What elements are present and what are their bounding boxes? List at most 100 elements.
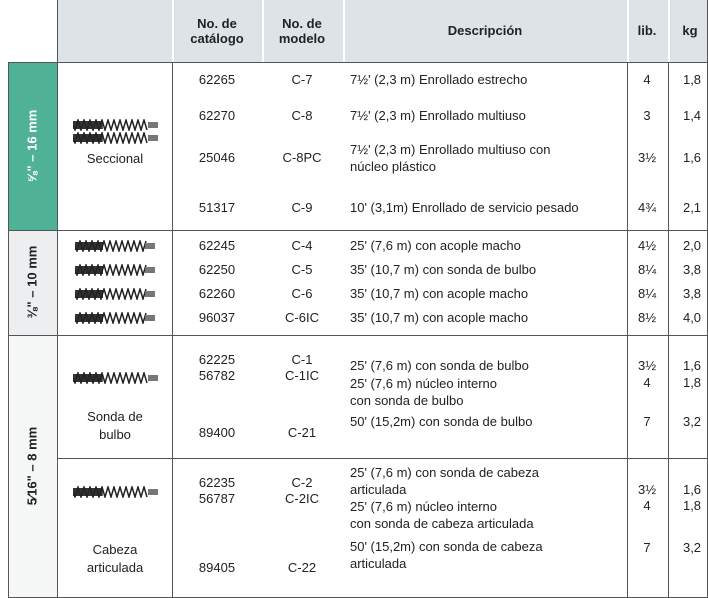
header-bg (57, 0, 708, 62)
catalog-number: 62265 (198, 72, 236, 87)
description: 7½' (2,3 m) Enrollado multiuso con (350, 142, 551, 157)
header-divider (343, 0, 345, 62)
column-divider (668, 62, 669, 598)
weight-lb: 4 (643, 72, 651, 87)
cable-image (72, 372, 158, 384)
description: 35' (10,7 m) con acople macho (350, 286, 529, 301)
weight-lb: 3½ (637, 150, 657, 165)
image-caption: Cabeza articulada (86, 542, 144, 575)
weight-kg: 2,1 (682, 200, 702, 215)
group-label: ⅝" – 16 mm (24, 109, 40, 183)
row-divider (8, 230, 708, 231)
description: 25' (7,6 m) con sonda de cabeza (350, 465, 539, 480)
cable-image (75, 288, 155, 300)
weight-lb: 3 (643, 108, 651, 123)
weight-lb: 4½ (637, 238, 657, 253)
weight-kg: 1,8 (682, 72, 702, 87)
group-label-bg (8, 62, 57, 230)
row-divider (8, 335, 708, 336)
image-caption: Sonda de bulbo (87, 409, 143, 442)
row-divider (57, 458, 708, 459)
weight-kg: 1,8 (682, 375, 702, 390)
column-divider (8, 62, 9, 598)
model-number: C-2IC (285, 491, 319, 506)
column-divider (172, 62, 173, 598)
row-divider (8, 62, 708, 63)
catalog-number: 62225 (198, 352, 236, 367)
catalog-number: 96037 (198, 310, 236, 325)
column-divider (57, 62, 58, 598)
weight-kg: 3,2 (682, 414, 702, 429)
weight-lb: 4 (643, 498, 651, 513)
description: núcleo plástico (350, 159, 436, 174)
description: 25' (7,6 m) con sonda de bulbo (350, 358, 529, 373)
model-number: C-22 (287, 560, 317, 575)
weight-lb: 7 (643, 414, 651, 429)
column-divider (57, 0, 58, 62)
model-number: C-4 (291, 238, 313, 253)
weight-lb: 4¾ (637, 200, 657, 215)
description: 35' (10,7 m) con acople macho (350, 310, 529, 325)
cable-image (72, 486, 158, 498)
weight-kg: 2,0 (682, 238, 702, 253)
weight-lb: 3½ (637, 482, 657, 497)
group-label-bg (8, 335, 57, 598)
weight-lb: 4 (643, 375, 651, 390)
catalog-number: 25046 (198, 150, 236, 165)
model-number: C-6 (291, 286, 313, 301)
weight-lb: 8¼ (637, 262, 657, 277)
catalog-number: 62270 (198, 108, 236, 123)
cable-image (75, 264, 155, 276)
weight-lb: 8¼ (637, 286, 657, 301)
cable-image (72, 119, 158, 131)
model-number: C-5 (291, 262, 313, 277)
header-cell: Descripción (447, 23, 523, 38)
header-divider (172, 0, 174, 62)
weight-kg: 3,2 (682, 540, 702, 555)
weight-lb: 7 (643, 540, 651, 555)
catalog-number: 62250 (198, 262, 236, 277)
header-divider (262, 0, 264, 62)
header-cell: lib. (637, 23, 657, 38)
catalog-number: 56787 (198, 491, 236, 506)
model-number: C-8PC (282, 150, 322, 165)
header-cell: No. de modelo (278, 16, 326, 46)
header-divider (668, 0, 670, 62)
model-number: C-2 (291, 475, 313, 490)
header-cell: kg (682, 23, 698, 38)
description: 25' (7,6 m) con acople macho (350, 238, 521, 253)
description: con sonda de cabeza articulada (350, 516, 534, 531)
cable-image (72, 132, 158, 144)
description: 25' (7,6 m) núcleo interno (350, 499, 498, 514)
description: 35' (10,7 m) con sonda de bulbo (350, 262, 537, 277)
column-divider (627, 62, 628, 598)
catalog-number: 89405 (198, 560, 236, 575)
description: 50' (15,2m) con sonda de cabeza (350, 539, 543, 554)
group-label-bg (8, 230, 57, 335)
description: articulada (350, 482, 407, 497)
model-number: C-1 (291, 352, 313, 367)
catalog-number: 62260 (198, 286, 236, 301)
catalog-number: 56782 (198, 368, 236, 383)
catalog-number: 62245 (198, 238, 236, 253)
weight-kg: 3,8 (682, 262, 702, 277)
description: con sonda de bulbo (350, 393, 464, 408)
description: 25' (7,6 m) núcleo interno (350, 376, 498, 391)
catalog-number: 62235 (198, 475, 236, 490)
weight-kg: 3,8 (682, 286, 702, 301)
model-number: C-8 (291, 108, 313, 123)
header-cell: No. de catálogo (190, 16, 244, 46)
weight-kg: 1,6 (682, 150, 702, 165)
description: 7½' (2,3 m) Enrollado estrecho (350, 72, 528, 87)
catalog-number: 89400 (198, 425, 236, 440)
description: 50' (15,2m) con sonda de bulbo (350, 414, 533, 429)
description: 10' (3,1m) Enrollado de servicio pesado (350, 200, 579, 215)
model-number: C-9 (291, 200, 313, 215)
description: articulada (350, 556, 407, 571)
catalog-number: 51317 (198, 200, 236, 215)
weight-kg: 1,6 (682, 482, 702, 497)
weight-kg: 4,0 (682, 310, 702, 325)
weight-lb: 3½ (637, 358, 657, 373)
header-divider (627, 0, 629, 62)
